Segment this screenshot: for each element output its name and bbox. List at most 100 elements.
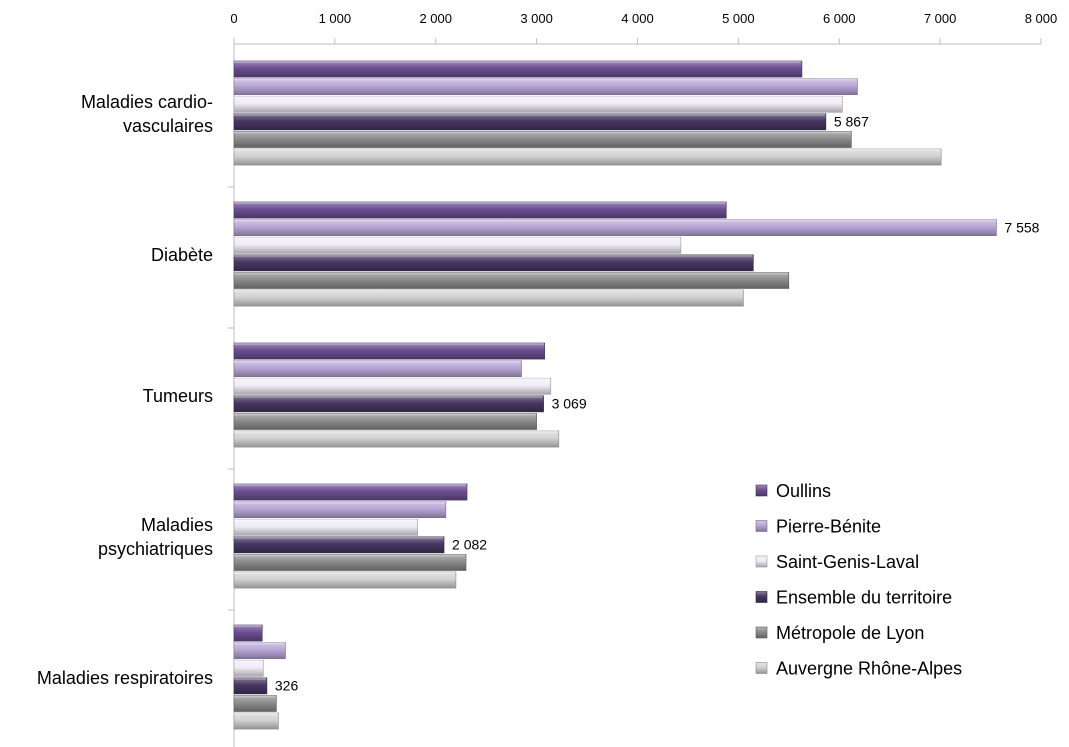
bar-highlight (234, 519, 417, 522)
legend-item: Oullins (755, 481, 831, 501)
bar (233, 377, 552, 395)
legend-item: Métropole de Lyon (755, 623, 924, 643)
bar-highlight (234, 378, 550, 381)
bar-highlight (234, 272, 788, 275)
x-tick-label: 1 000 (319, 11, 352, 26)
legend-swatch (755, 626, 768, 639)
legend-swatch (755, 591, 768, 603)
bar-highlight (234, 61, 801, 63)
legend-item: Ensemble du territoire (755, 588, 952, 608)
bar (233, 148, 942, 166)
bar (233, 712, 279, 730)
bar (233, 571, 457, 589)
y-axis (228, 44, 235, 747)
legend-item: Auvergne Rhône-Alpes (755, 659, 962, 679)
data-label: 7 558 (1004, 219, 1039, 235)
bar-highlight (234, 96, 842, 99)
legend-swatch (755, 520, 768, 532)
legend-label: Pierre-Bénite (776, 517, 881, 537)
bar (233, 272, 790, 289)
bar-highlight (234, 202, 726, 204)
bar (233, 695, 277, 712)
bar-highlight (234, 625, 262, 627)
bar (233, 95, 843, 113)
bar-highlight (234, 695, 276, 698)
category-label: Tumeurs (143, 386, 213, 406)
x-tick-label: 2 000 (419, 11, 452, 26)
bar-highlight (234, 360, 521, 363)
bar (233, 501, 447, 519)
bar (233, 624, 263, 642)
legend-label: Auvergne Rhône-Alpes (776, 659, 962, 679)
bar (233, 78, 858, 95)
bar-highlight (234, 660, 263, 663)
x-tick-label: 6 000 (823, 11, 856, 26)
bar (233, 131, 852, 148)
legend-item: Saint-Genis-Laval (755, 552, 919, 572)
data-label: 3 069 (552, 396, 587, 412)
bar (233, 413, 537, 430)
bar-highlight (234, 536, 444, 539)
bar-highlight (234, 149, 941, 151)
bar (233, 113, 827, 131)
bar (233, 677, 268, 695)
bar-highlight (234, 642, 285, 645)
bar (233, 219, 997, 237)
data-label: 326 (275, 678, 299, 694)
bar (233, 60, 803, 78)
x-axis: 0 1 000 2 000 3 000 4 000 5 000 6 000 7 000 8 00… (230, 11, 1058, 45)
category-label: vasculaires (123, 116, 213, 136)
bar (233, 254, 754, 272)
legend-swatch (755, 555, 768, 568)
category-label: psychiatriques (98, 539, 213, 559)
bar-highlight (234, 237, 680, 240)
bar-highlight (234, 677, 266, 680)
bar-highlight (234, 395, 543, 398)
bar-highlight (234, 484, 467, 486)
bar-highlight (234, 501, 445, 504)
category-labels: Maladies cardio-vasculaires Diabète Tumeur… (37, 92, 213, 688)
bar-highlight (234, 254, 753, 257)
bar (233, 518, 418, 536)
data-label: 5 867 (834, 114, 869, 130)
legend-item: Pierre-Bénite (755, 517, 881, 537)
bar (233, 236, 682, 254)
bar-highlight (234, 713, 278, 715)
bar (233, 395, 544, 413)
bar-highlight (234, 572, 455, 574)
bar-highlight (234, 413, 536, 416)
bar (233, 659, 264, 677)
bar-highlight (234, 113, 825, 116)
bar (233, 201, 727, 219)
bar (233, 430, 560, 448)
category-label: Maladies respiratoires (37, 668, 213, 688)
category-label: Maladies cardio- (81, 92, 213, 112)
x-tick-label: 7 000 (924, 11, 957, 26)
bar (233, 536, 445, 554)
bar-highlight (234, 78, 857, 81)
legend-label: Métropole de Lyon (776, 623, 924, 643)
bar (233, 554, 467, 571)
data-labels: 5 867 7 558 3 069 2 082 326 (275, 114, 1040, 694)
x-tick-label: 8 000 (1025, 11, 1058, 26)
bar-highlight (234, 431, 558, 433)
x-tick-label: 4 000 (621, 11, 654, 26)
x-tick-label: 0 (230, 11, 237, 26)
data-label: 2 082 (452, 537, 487, 553)
bar-highlight (234, 554, 466, 557)
bar (233, 360, 522, 378)
bar-highlight (234, 343, 544, 345)
legend-swatch (755, 662, 768, 674)
bar (233, 483, 468, 501)
bar-highlight (234, 290, 743, 292)
legend-label: Oullins (776, 481, 831, 501)
bar-highlight (234, 219, 996, 222)
legend-swatch (755, 484, 768, 497)
bar-highlight (234, 131, 851, 134)
category-label: Maladies (141, 515, 213, 535)
x-tick-label: 3 000 (520, 11, 553, 26)
bar (233, 289, 744, 307)
x-tick-label: 5 000 (722, 11, 755, 26)
category-label: Diabète (151, 245, 213, 265)
